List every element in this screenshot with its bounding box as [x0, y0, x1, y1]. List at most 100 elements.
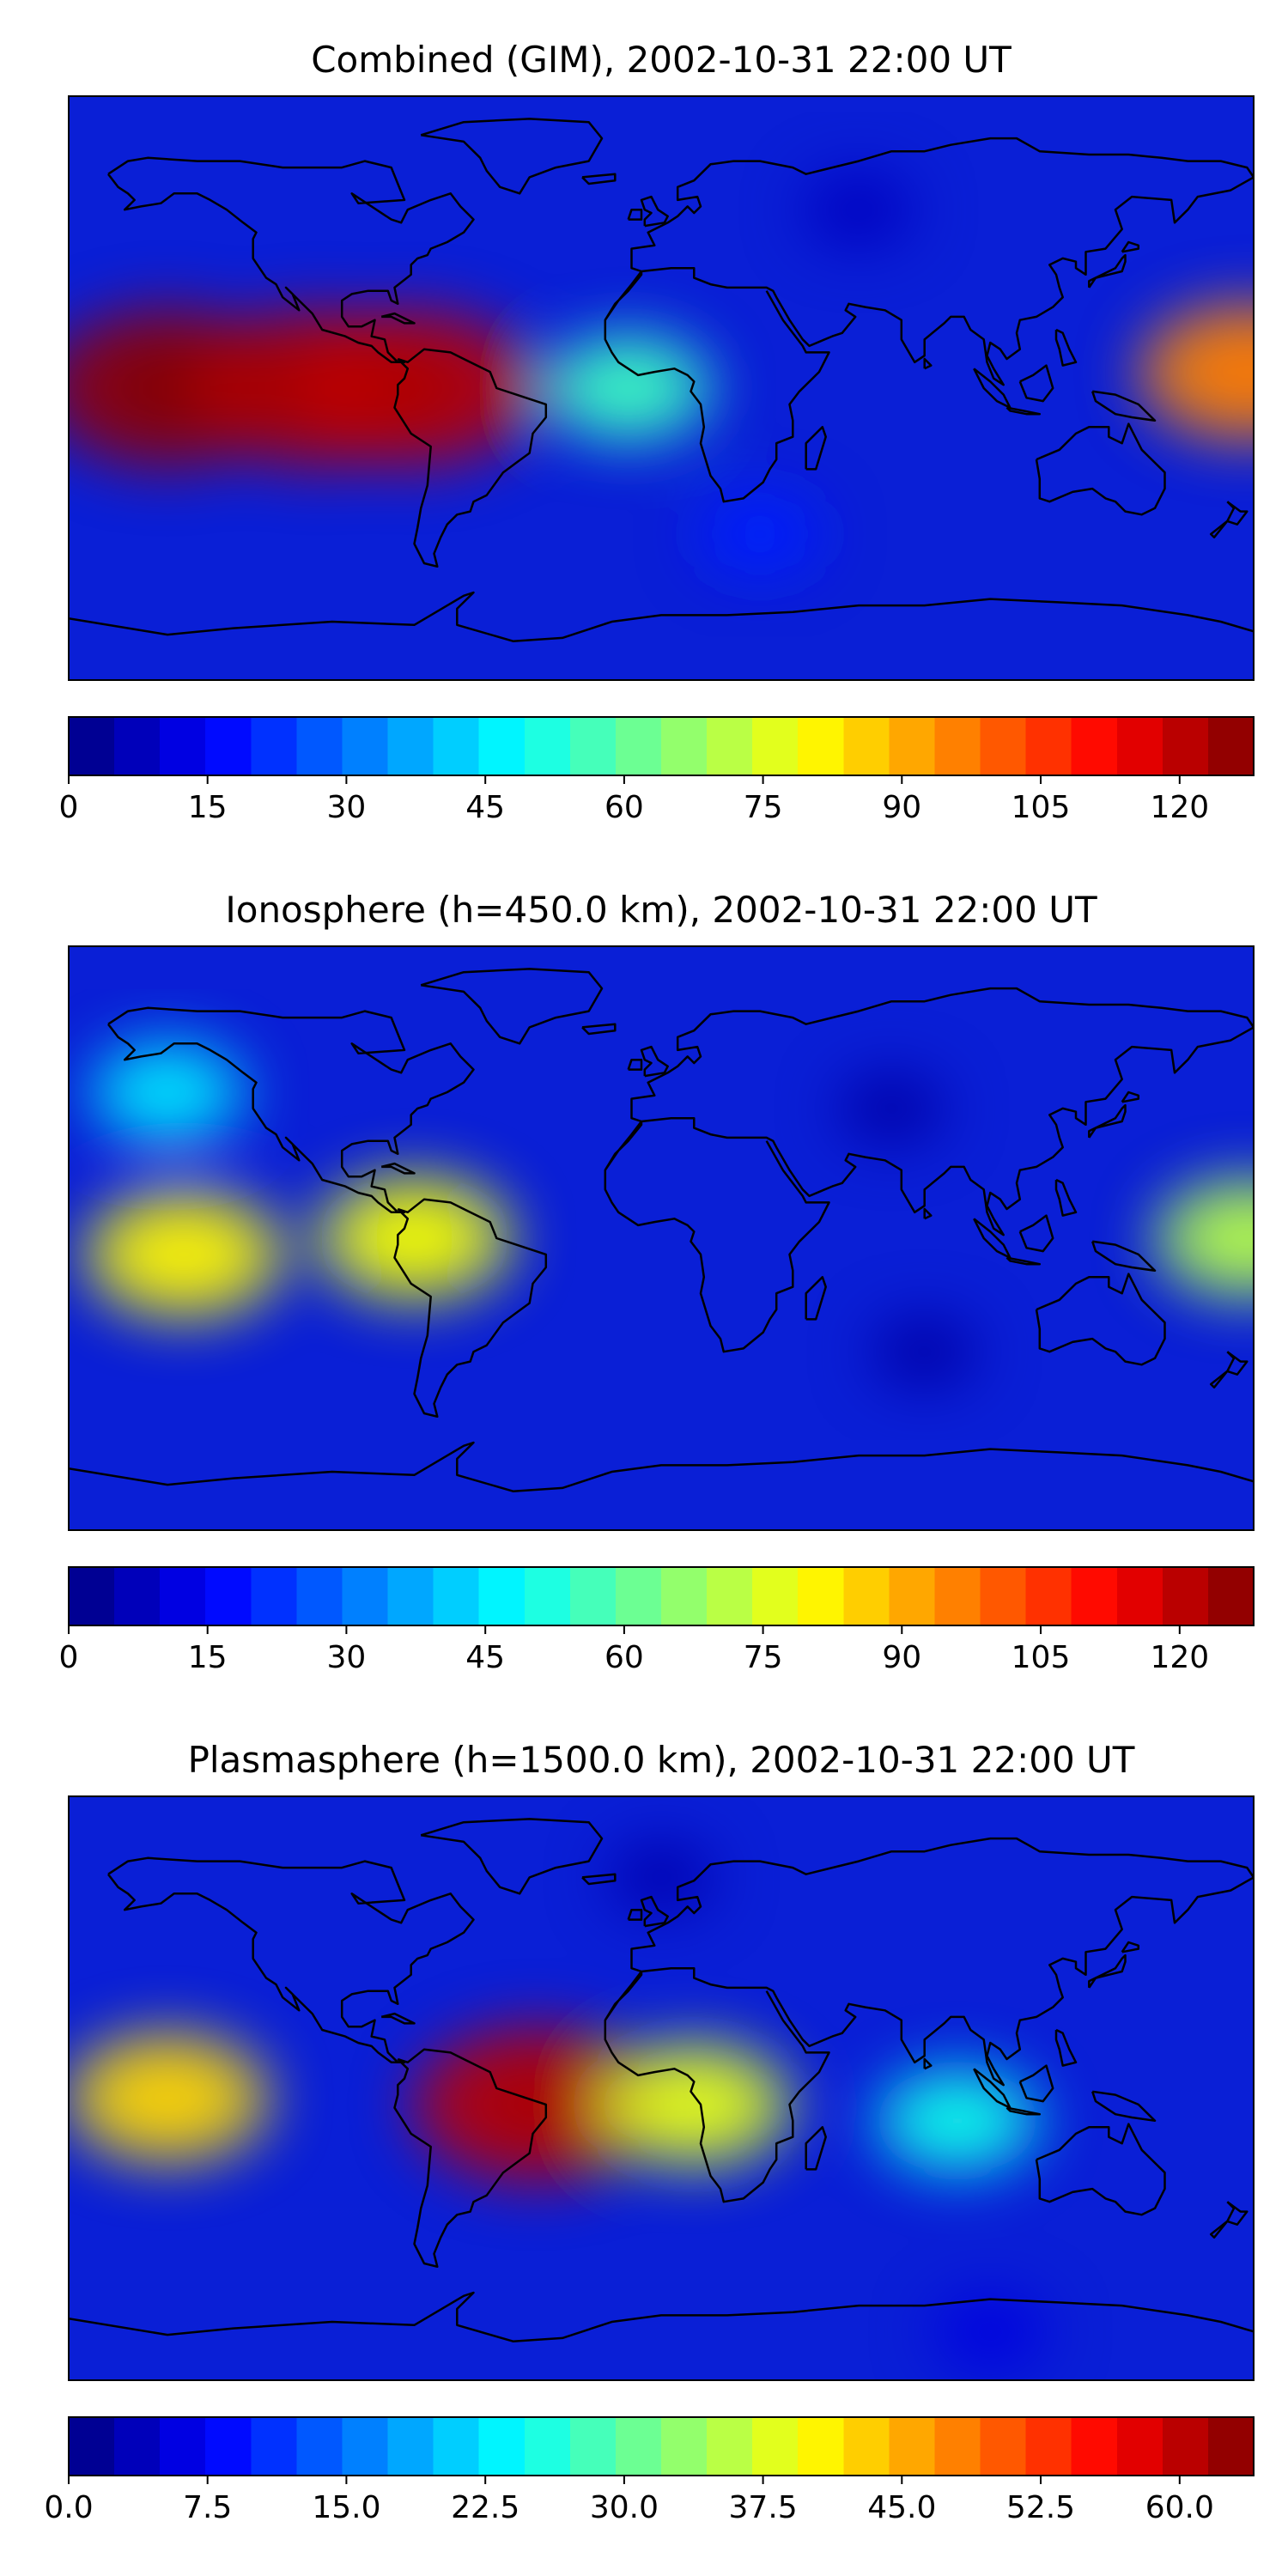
coastline-cuba [380, 2012, 416, 2025]
heat-core-africa-band [650, 2073, 738, 2136]
colorbar-segment [707, 2417, 753, 2476]
colorbar-tick-label: 30 [326, 790, 366, 825]
colorbar-segment [1162, 717, 1209, 775]
coastline-sri-lanka [923, 2057, 933, 2070]
coastline-java [1005, 2106, 1042, 2116]
colorbar-segment [889, 2417, 936, 2476]
colorbar-segment [1162, 1567, 1209, 1625]
colorbar-tick-label: 15.0 [312, 2490, 380, 2525]
colorbar-tick-label: 60 [605, 790, 644, 825]
colorbar-segment [934, 717, 981, 775]
panel-ionosphere: Ionosphere (h=450.0 km), 2002-10-31 22:0… [59, 889, 1255, 1675]
colorbar-segment [1071, 1567, 1118, 1625]
coastline-ireland [627, 1058, 643, 1071]
colorbar-segment [752, 2417, 799, 2476]
coastline-greenland [420, 118, 604, 195]
colorbar-segment [1025, 2417, 1072, 2476]
colorbar-segment [889, 1567, 936, 1625]
coastline-iceland [581, 1873, 617, 1886]
coastline-north-america [107, 1006, 475, 1214]
colorbar-segment [1025, 1567, 1072, 1625]
heat-layer [69, 172, 1254, 576]
heat-core-andes-max [369, 1206, 459, 1270]
heat-west-pacific-edge [1138, 302, 1254, 441]
colorbar-segment [843, 1567, 890, 1625]
colorbar-segment [661, 1567, 708, 1625]
coastline-new-zealand [1209, 2201, 1249, 2239]
coastline-africa-eurasia [604, 137, 1254, 503]
colorbar-tick-label: 15 [188, 790, 228, 825]
colorbar-segment [205, 2417, 252, 2476]
colorbar-segment [342, 717, 389, 775]
map-area [69, 946, 1254, 1530]
colorbar-segment [889, 717, 936, 775]
colorbar-tick-label: 15 [188, 1640, 228, 1675]
colorbar-segment [478, 2417, 526, 2476]
colorbar-tick-label: 0.0 [44, 2490, 93, 2525]
colorbar-tick-label: 45 [465, 790, 505, 825]
colorbar-segment [798, 2417, 844, 2476]
colorbar-segment [524, 717, 571, 775]
coastline-great-britain [640, 1895, 669, 1928]
colorbar-tick-label: 60.0 [1145, 2490, 1214, 2525]
heat-layer [83, 1041, 1254, 1388]
heat-core-pacific-max [138, 1222, 229, 1287]
colorbar-segment [296, 2417, 343, 2476]
coastline-new-guinea [1091, 390, 1157, 422]
coastline-cuba [380, 312, 416, 325]
coastline-south-america [393, 1198, 548, 1419]
colorbar-segment [478, 717, 526, 775]
colorbar-segment [205, 1567, 252, 1625]
panel-combined: Combined (GIM), 2002-10-31 22:00 UT 0 15 3… [59, 39, 1255, 825]
colorbar-segment [251, 1567, 297, 1625]
coastline-africa-eurasia [604, 1837, 1254, 2203]
colorbar-segment [433, 717, 480, 775]
coastline-greenland [420, 968, 604, 1045]
colorbar-segment [569, 2417, 617, 2476]
coastline-greenland [420, 1818, 604, 1895]
colorbar-tick-label: 45 [465, 1640, 505, 1675]
colorbar-segment [843, 717, 890, 775]
colorbar-segment [114, 1567, 161, 1625]
coastline-new-zealand [1209, 1351, 1249, 1389]
coastline-antarctica [69, 591, 1254, 642]
colorbar-segment [387, 2417, 434, 2476]
heat-west-pacific-edge [1153, 1177, 1254, 1299]
coastline-antarctica [69, 1441, 1254, 1492]
colorbar-segment [615, 1567, 662, 1625]
chart-title: Combined (GIM), 2002-10-31 22:00 UT [311, 39, 1012, 81]
coastline-north-america [107, 156, 475, 364]
coastline-sri-lanka [923, 357, 933, 370]
coastline-south-america [393, 348, 548, 568]
heat-core-atlantic-band [590, 361, 667, 416]
colorbar-segment [615, 717, 662, 775]
coastline-great-britain [640, 195, 669, 228]
coastline-iceland [581, 173, 617, 185]
coastline-sri-lanka [923, 1207, 933, 1220]
colorbar-segment [661, 2417, 708, 2476]
colorbar-segment [752, 717, 799, 775]
coastline-antarctica [69, 2291, 1254, 2342]
colorbar-segment [69, 2417, 115, 2476]
coastline-new-guinea [1091, 2090, 1157, 2123]
coastline-south-america [393, 2048, 548, 2269]
colorbar-segment [69, 1567, 115, 1625]
coastlines [69, 968, 1254, 1492]
colorbar-segment [1207, 2417, 1255, 2476]
coastline-hokkaido [1121, 240, 1140, 253]
coastline-iceland [581, 1023, 617, 1036]
colorbar-segment [160, 717, 206, 775]
colorbar-segment [1025, 717, 1072, 775]
coastline-borneo [1018, 1214, 1054, 1253]
heat-core-south-min [963, 2312, 1018, 2351]
colorbar-segment [251, 717, 297, 775]
colorbar-segment [1071, 2417, 1118, 2476]
colorbar-segment [980, 717, 1027, 775]
colorbar-segment [433, 1567, 480, 1625]
heat-core-north-min [636, 1859, 686, 1896]
colorbar-tick-label: 105 [1012, 790, 1071, 825]
coastline-hokkaido [1121, 1941, 1140, 1953]
colorbar-tick-label: 120 [1150, 1640, 1209, 1675]
map-frame [68, 945, 1255, 1531]
